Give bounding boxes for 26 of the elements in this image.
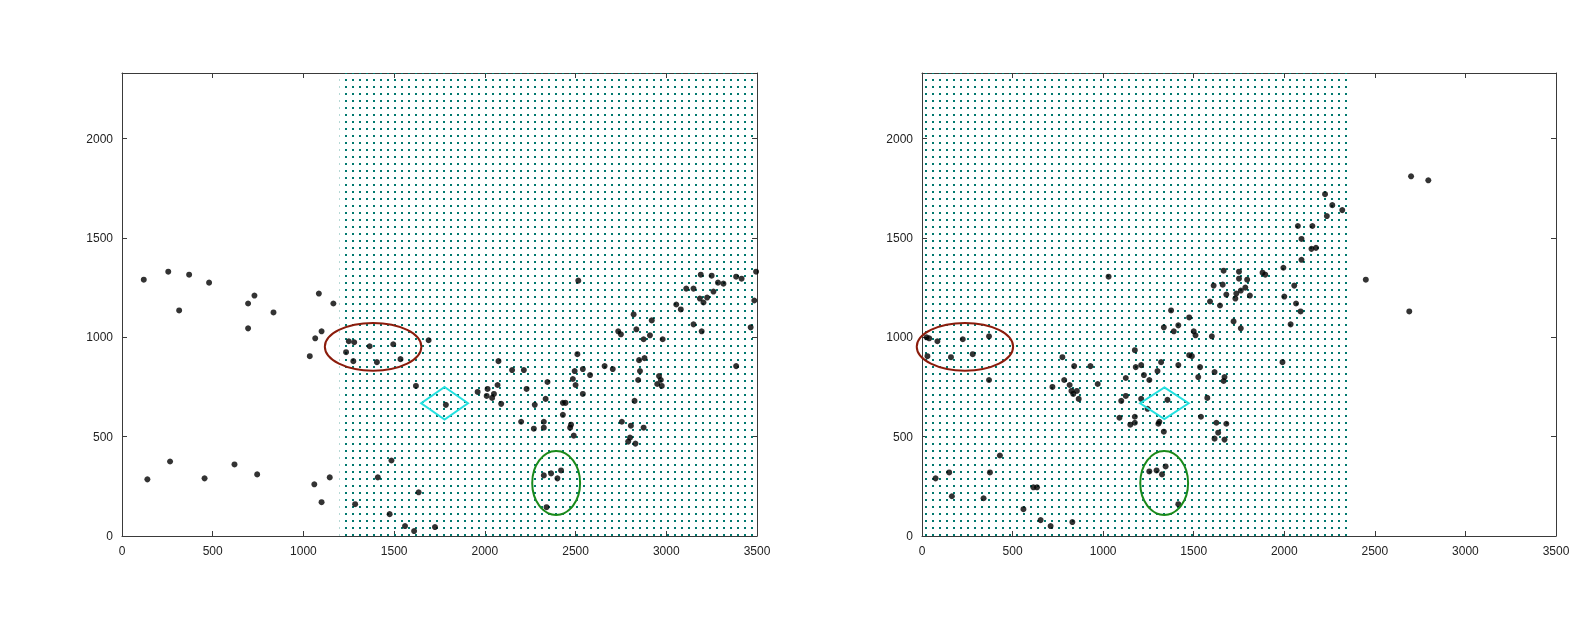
x-tick-label: 1000 — [290, 544, 318, 558]
y-tick-label: 1000 — [886, 330, 914, 345]
x-tick-label: 2500 — [562, 544, 590, 558]
x-tick-label: 3500 — [1542, 544, 1570, 558]
x-tick-label: 3500 — [743, 544, 771, 558]
x-tick-label: 0 — [918, 544, 926, 558]
x-tick-label: 3000 — [1452, 544, 1480, 558]
y-tick-label: 1000 — [86, 330, 114, 345]
x-tick-label: 1000 — [1089, 544, 1117, 558]
y-tick-label: 2000 — [886, 131, 914, 146]
x-tick-label: 500 — [1002, 544, 1023, 558]
y-tick-label: 500 — [92, 429, 114, 444]
y-tick-label: 0 — [906, 529, 914, 543]
x-tick-label: 1500 — [380, 544, 408, 558]
x-tick-label: 0 — [118, 544, 126, 558]
x-tick-label: 1500 — [1180, 544, 1208, 558]
x-tick-label: 2000 — [1270, 544, 1298, 558]
y-tick-label: 1500 — [886, 230, 914, 245]
x-tick-label: 3000 — [652, 544, 680, 558]
y-tick-label: 1500 — [86, 230, 114, 245]
y-tick-label: 2000 — [86, 131, 114, 146]
y-tick-label: 500 — [892, 429, 914, 444]
x-tick-label: 2000 — [471, 544, 499, 558]
x-tick-label: 500 — [202, 544, 224, 558]
y-tick-label: 0 — [106, 529, 114, 543]
x-tick-label: 2500 — [1361, 544, 1389, 558]
